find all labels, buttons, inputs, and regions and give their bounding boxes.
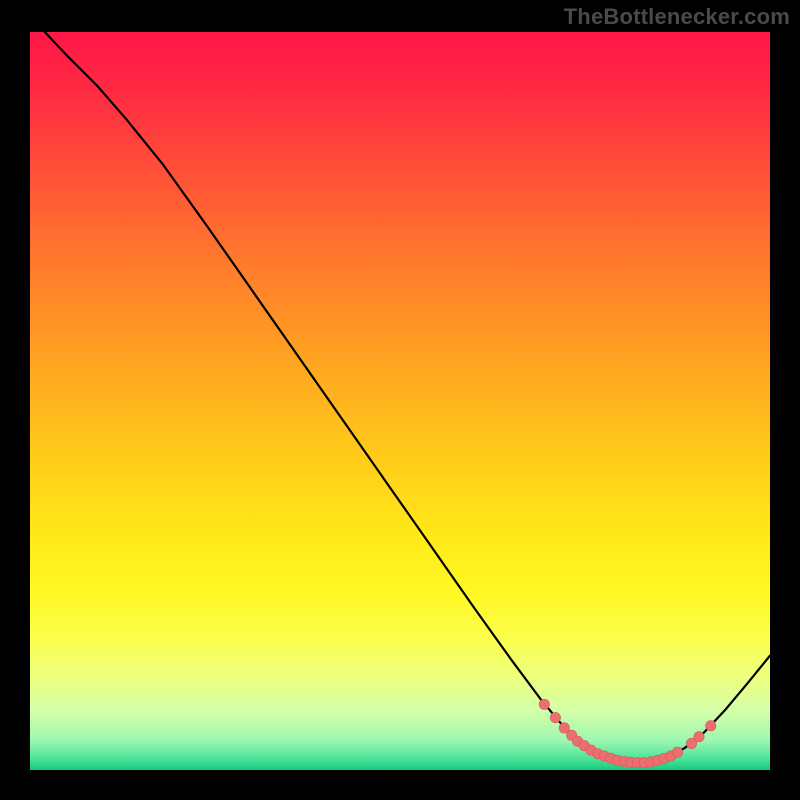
marker-point (694, 732, 704, 742)
chart-frame: TheBottlenecker.com (0, 0, 800, 800)
watermark-text: TheBottlenecker.com (564, 4, 790, 30)
marker-point (672, 747, 682, 757)
marker-point (539, 699, 549, 709)
chart-svg (30, 32, 770, 770)
plot-area (30, 32, 770, 770)
marker-point (550, 712, 560, 722)
gradient-background (30, 32, 770, 770)
marker-point (706, 721, 716, 731)
